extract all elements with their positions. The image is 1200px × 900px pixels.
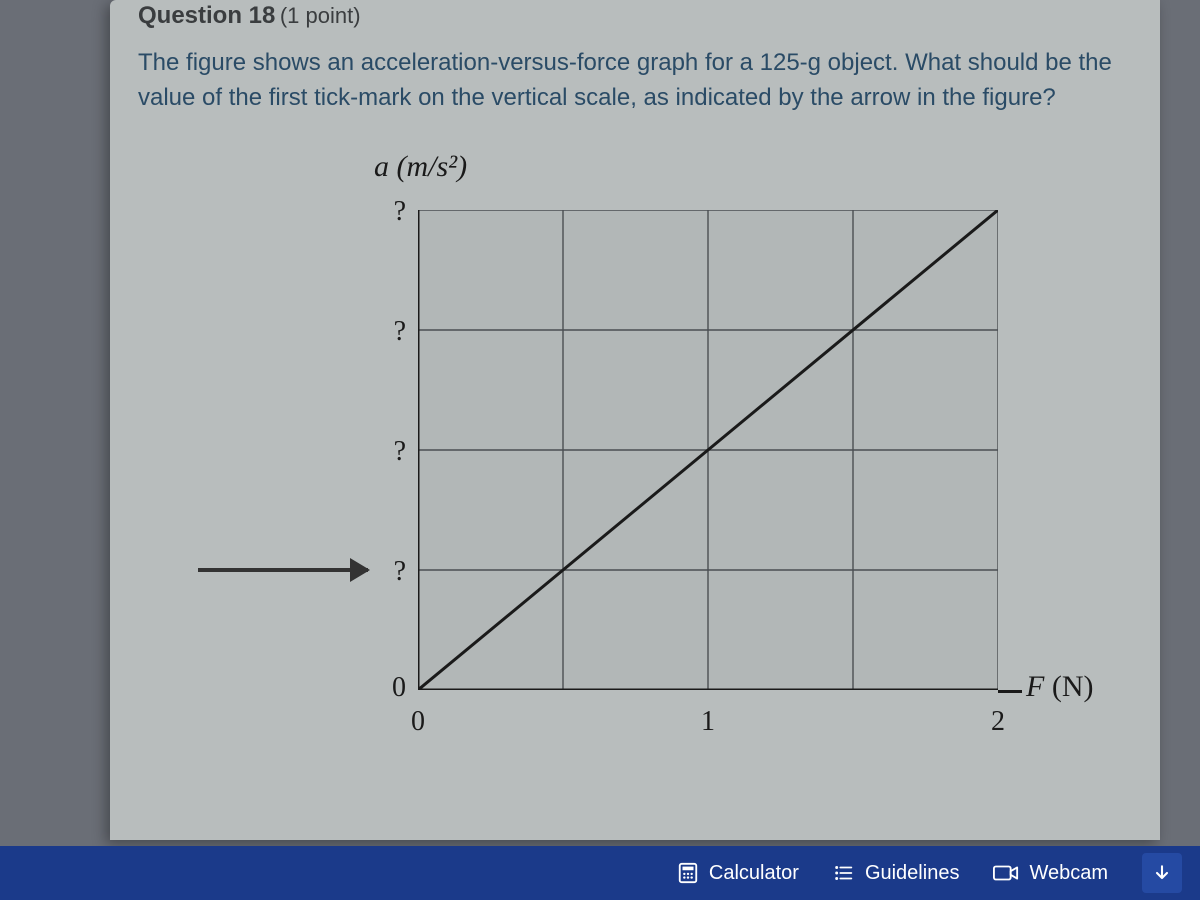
x-tick-0: 0 (398, 706, 438, 738)
x-axis-dash (998, 690, 1022, 693)
webcam-label: Webcam (1029, 862, 1108, 885)
calculator-button[interactable]: Calculator (677, 862, 799, 885)
calculator-icon (677, 862, 699, 884)
calculator-label: Calculator (709, 862, 799, 885)
bottom-toolbar: Calculator Guidelines Webcam (0, 846, 1200, 900)
y-tick-3: ? (366, 316, 406, 348)
arrow-indicator-icon (198, 568, 368, 572)
y-tick-0: 0 (366, 672, 406, 704)
webcam-button[interactable]: Webcam (993, 862, 1108, 885)
guidelines-label: Guidelines (865, 862, 960, 885)
y-tick-2: ? (366, 436, 406, 468)
y-tick-1: ? (366, 556, 406, 588)
y-axis-label: a (m/s²) (374, 150, 467, 184)
arrow-down-icon (1152, 863, 1172, 883)
webcam-icon (993, 863, 1019, 883)
question-points: (1 point) (280, 3, 361, 28)
question-panel: Question 18 (1 point) The figure shows a… (110, 0, 1160, 840)
question-text: The figure shows an acceleration-versus-… (138, 46, 1132, 116)
y-tick-4: ? (366, 196, 406, 228)
x-tick-1: 1 (688, 706, 728, 738)
list-icon (833, 862, 855, 884)
scroll-down-button[interactable] (1142, 853, 1182, 893)
chart-plot (418, 210, 998, 690)
question-header: Question 18 (1 point) (138, 0, 1132, 30)
question-number: Question 18 (138, 2, 275, 29)
chart-svg (418, 210, 998, 690)
x-axis-label: F (N) (1026, 670, 1093, 704)
chart-container: a (m/s²) ? ? ? ? 0 (198, 150, 1098, 760)
guidelines-button[interactable]: Guidelines (833, 862, 960, 885)
x-tick-2: 2 (978, 706, 1018, 738)
